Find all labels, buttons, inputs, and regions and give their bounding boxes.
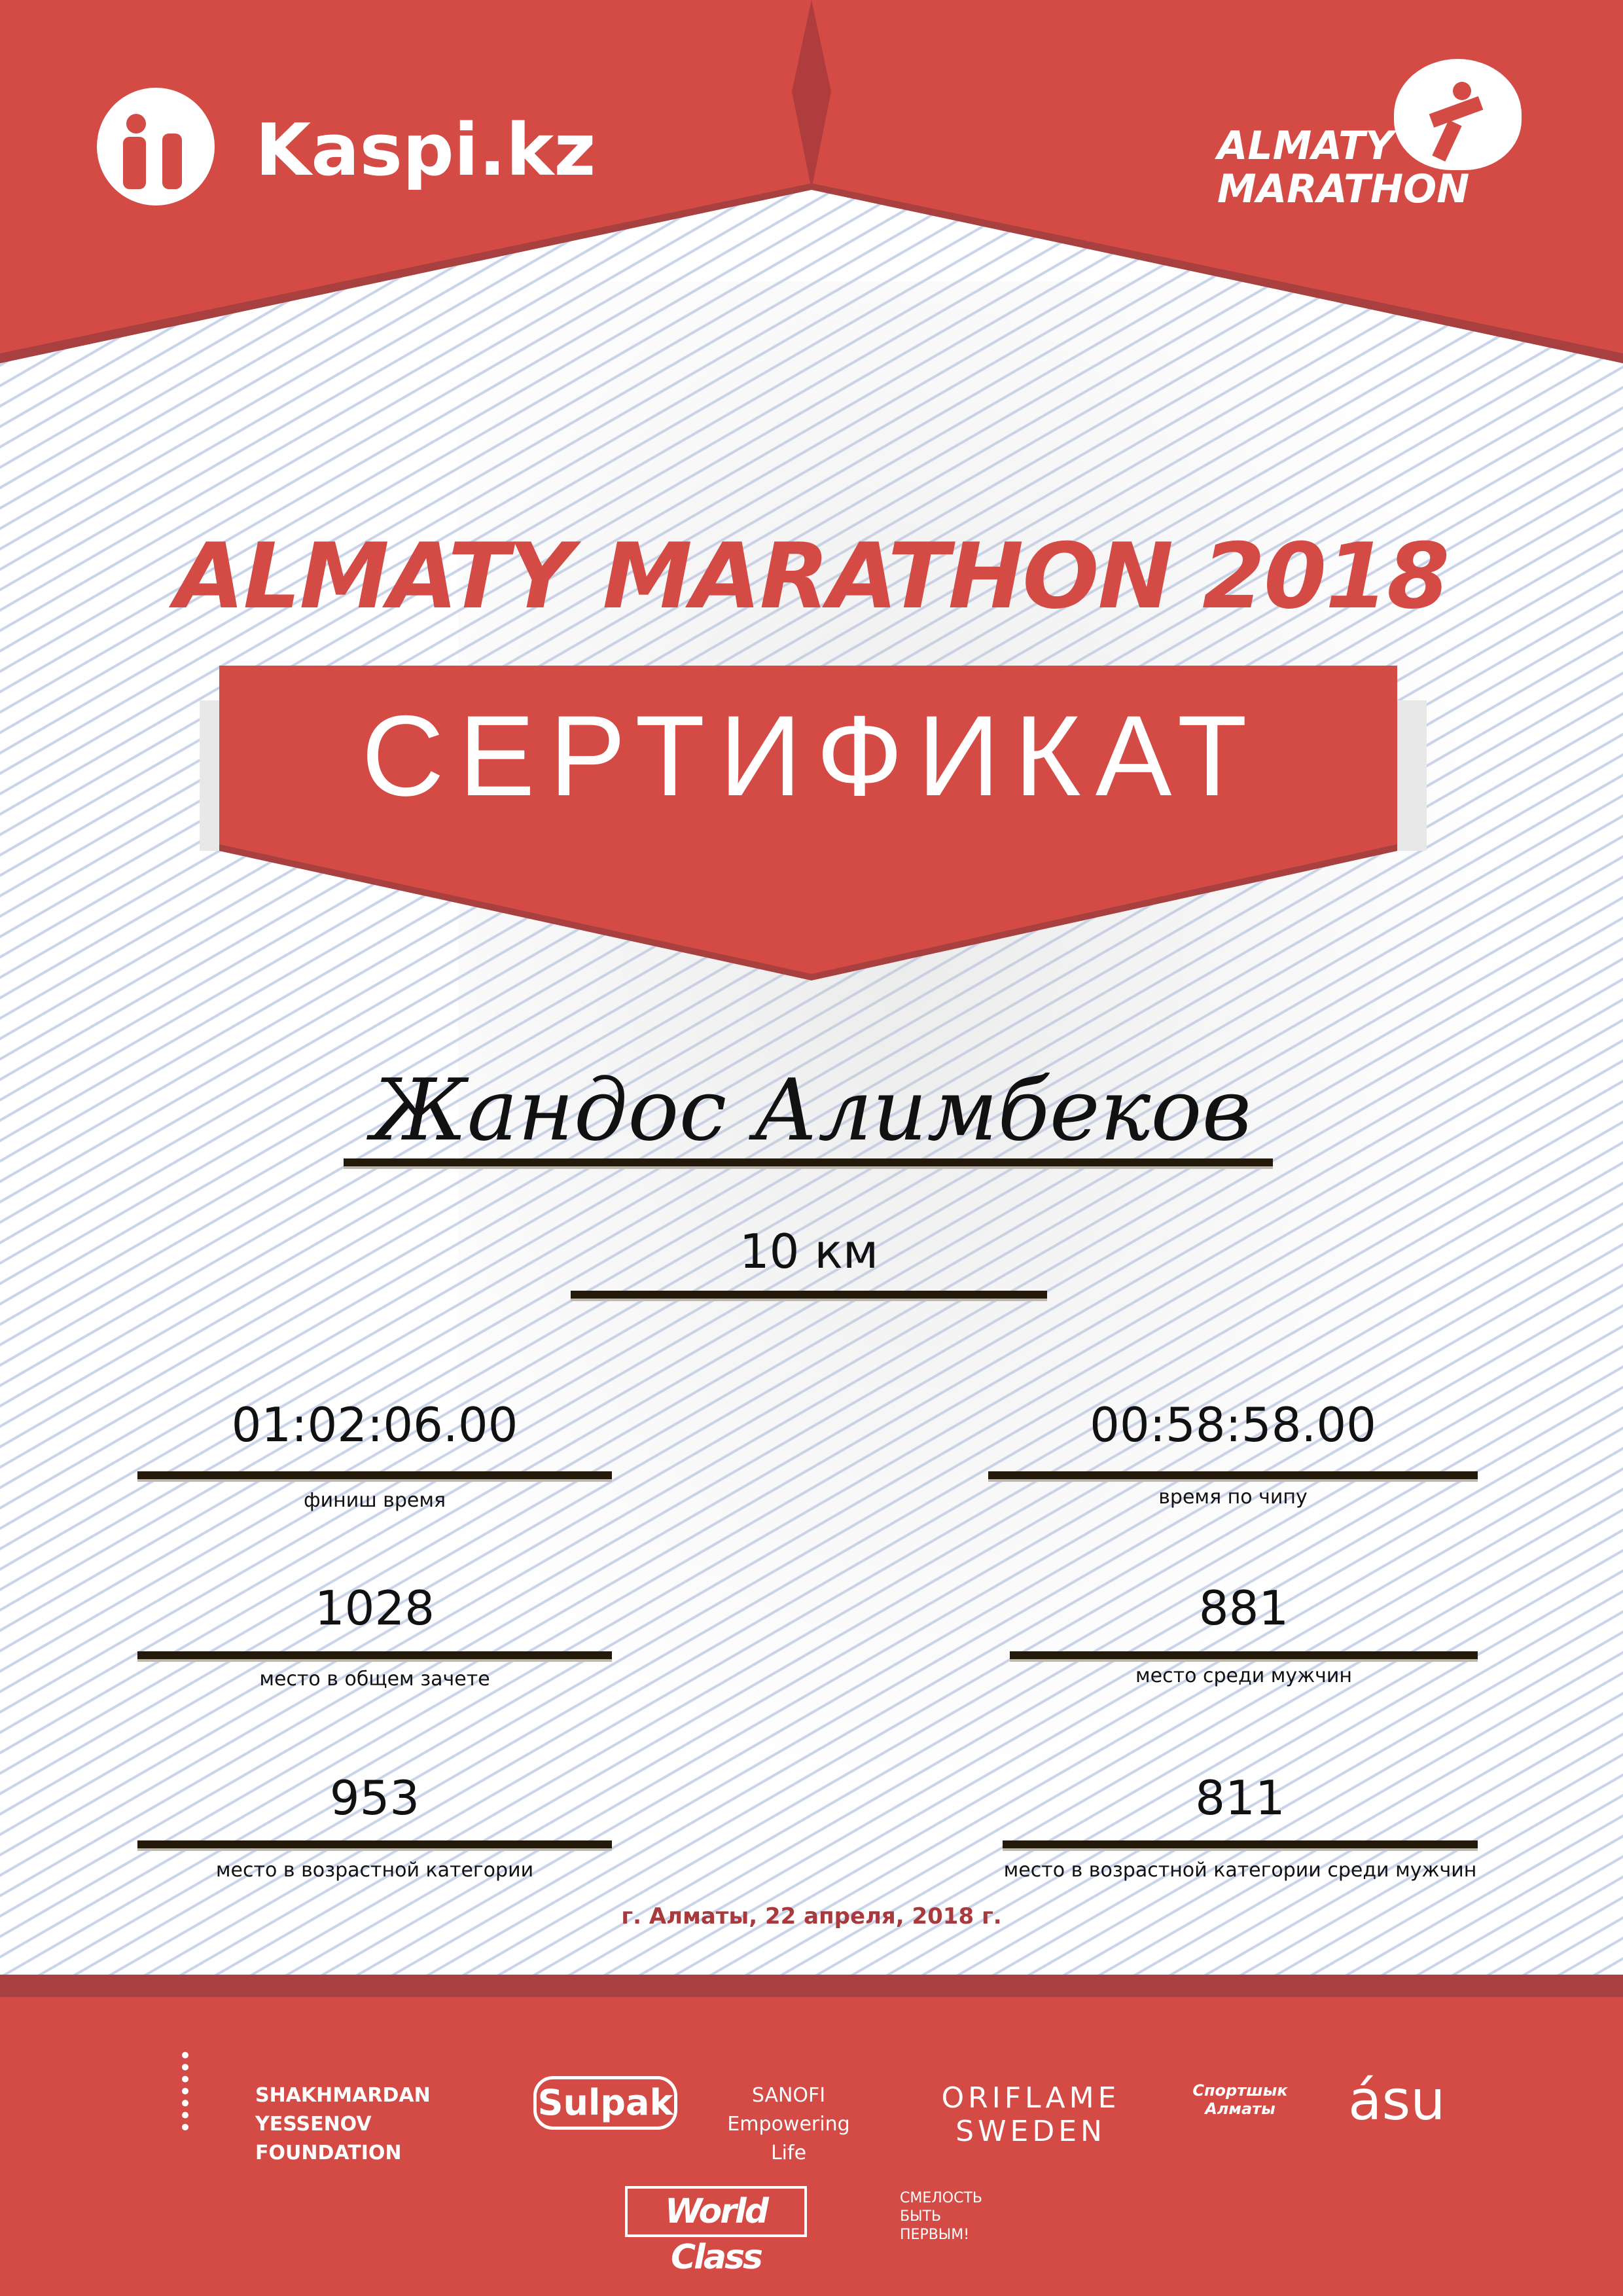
yessenov-icon <box>182 2052 228 2130</box>
male-place-line <box>1010 1651 1478 1659</box>
finish-time-line <box>137 1471 612 1479</box>
asu-logo: ásu <box>1348 2068 1446 2132</box>
participant-name: Жандос Алимбеков <box>371 1060 1252 1160</box>
kaspi-logo: Kaspi.kz <box>255 108 596 192</box>
male-age-place-value: 811 <box>1195 1770 1285 1825</box>
header-banner <box>0 0 1623 363</box>
distance-underline <box>571 1291 1047 1299</box>
chip-time-label: время по чипу <box>1158 1486 1308 1509</box>
chip-time-value: 00:58:58.00 <box>1090 1397 1376 1452</box>
yessenov-foundation-logo: SHAKHMARDAN YESSENOV FOUNDATION <box>255 2084 431 2164</box>
finish-time-label: финиш время <box>303 1489 446 1512</box>
sportshyk-almaty-logo: Спортшык Алматы <box>1192 2081 1288 2118</box>
certificate-heading: СЕРТИФИКАТ <box>361 692 1262 820</box>
male-age-place-label: место в возрастной категории среди мужчи… <box>1003 1859 1477 1882</box>
overall-place-value: 1028 <box>314 1581 435 1636</box>
overall-place-label: место в общем зачете <box>259 1668 490 1691</box>
name-underline <box>344 1158 1273 1166</box>
male-place-label: место среди мужчин <box>1135 1664 1352 1687</box>
oriflame-logo: ORIFLAME SWEDEN <box>941 2081 1120 2148</box>
male-place-value: 881 <box>1198 1581 1289 1636</box>
almaty-marathon-logo: ALMATY MARATHON <box>1217 123 1470 212</box>
age-place-value: 953 <box>329 1770 420 1825</box>
date-place: г. Алматы, 22 апреля, 2018 г. <box>621 1903 1002 1929</box>
certificate-ribbon <box>200 666 1427 980</box>
age-place-label: место в возрастной категории <box>215 1859 534 1882</box>
smelost-logo: СМЕЛОСТЬ БЫТЬ ПЕРВЫМ! <box>900 2190 982 2243</box>
distance-value: 10 км <box>739 1224 879 1279</box>
footer-divider <box>0 1975 1623 1997</box>
sanofi-logo: SANOFI Empowering Life <box>727 2084 850 2164</box>
male-age-place-line <box>1003 1840 1478 1848</box>
world-class-logo: World Class <box>625 2186 807 2277</box>
event-title: ALMATY MARATHON 2018 <box>174 524 1450 629</box>
marathon-runner-icon <box>1394 59 1522 170</box>
sponsors-footer <box>0 1997 1623 2296</box>
finish-time-value: 01:02:06.00 <box>231 1397 518 1452</box>
age-place-line <box>137 1840 612 1848</box>
chip-time-line <box>988 1471 1478 1479</box>
runners-photo <box>458 281 1571 1918</box>
sulpak-logo: Sulpak <box>533 2076 677 2130</box>
kaspi-logo-icon <box>97 88 215 206</box>
overall-place-line <box>137 1651 612 1659</box>
